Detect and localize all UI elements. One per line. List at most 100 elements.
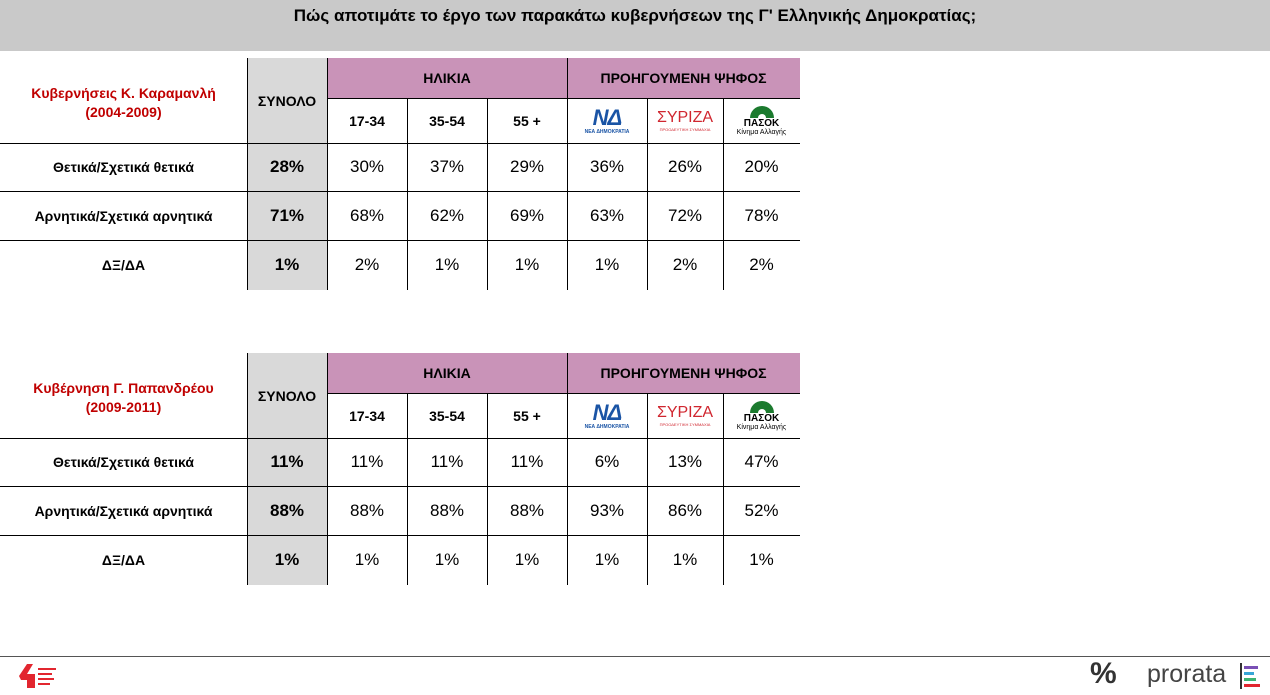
row-label: Θετικά/Σχετικά θετικά	[53, 159, 194, 175]
column-divider	[407, 98, 408, 290]
row-value: 2%	[672, 255, 698, 274]
row-divider	[0, 535, 800, 536]
footer-divider	[0, 656, 1270, 657]
row-value: 1%	[434, 255, 460, 274]
row-value: 37%	[429, 157, 465, 176]
column-divider	[487, 393, 488, 585]
pasok-sun-icon	[749, 401, 774, 413]
row-label: ΔΞ/ΔΑ	[101, 552, 146, 568]
row-value: 1%	[672, 550, 698, 569]
total-header: ΣΥΝΟΛΟ	[247, 58, 327, 143]
pasok-sun-icon	[749, 106, 774, 118]
row-value: 1%	[749, 550, 774, 569]
row-total: 1%	[247, 535, 327, 585]
row-value: 88%	[349, 500, 385, 520]
syriza-logo-mark: ΣΥΡΙΖΑ	[656, 109, 714, 126]
row-value: 6%	[594, 452, 620, 471]
nd-logo-subtitle: ΝΕΑ ΔΗΜΟΚΡΑΤΙΑ	[584, 423, 630, 430]
row-value: 29%	[509, 157, 545, 176]
row-value: 72%	[667, 205, 703, 225]
row-value: 88%	[429, 500, 465, 520]
row-value: 26%	[667, 157, 703, 176]
column-divider	[247, 58, 248, 290]
age-subheader: 17-34	[349, 112, 385, 129]
government-period: (2004-2009)	[85, 104, 162, 120]
row-total: 11%	[247, 438, 327, 486]
row-value: 13%	[667, 452, 703, 471]
age-group-header: ΗΛΙΚΙΑ	[327, 353, 567, 393]
nd-logo-icon: ΝΔ ΝΕΑ ΔΗΜΟΚΡΑΤΙΑ	[567, 393, 647, 438]
syriza-logo-icon: ΣΥΡΙΖΑ ΠΡΟΟΔΕΥΤΙΚΗ ΣΥΜΜΑΧΙΑ	[647, 98, 723, 143]
row-value: 1%	[594, 255, 620, 274]
column-divider	[327, 353, 328, 585]
column-divider	[407, 393, 408, 585]
row-value: 2%	[749, 255, 774, 274]
column-divider	[647, 393, 648, 585]
syriza-logo-subtitle: ΠΡΟΟΔΕΥΤΙΚΗ ΣΥΜΜΑΧΙΑ	[659, 422, 711, 427]
age-subheader: 55 +	[513, 407, 541, 424]
total-header: ΣΥΝΟΛΟ	[247, 353, 327, 438]
age-subheader: 55 +	[513, 112, 541, 129]
syriza-logo-icon: ΣΥΡΙΖΑ ΠΡΟΟΔΕΥΤΙΚΗ ΣΥΜΜΑΧΙΑ	[647, 393, 723, 438]
column-divider	[567, 353, 568, 585]
row-label: Αρνητικά/Σχετικά αρνητικά	[34, 502, 213, 519]
header-bottom-line	[0, 438, 800, 439]
age-group-header: ΗΛΙΚΙΑ	[327, 58, 567, 98]
row-value: 47%	[744, 452, 779, 471]
left-logo-icon	[17, 662, 67, 690]
government-period: (2009-2011)	[85, 399, 162, 415]
row-value: 20%	[744, 157, 779, 176]
row-divider	[0, 191, 800, 192]
row-divider	[0, 486, 800, 487]
row-total: 88%	[247, 486, 327, 535]
row-total: 1%	[247, 240, 327, 290]
row-value: 11%	[510, 452, 544, 471]
pasok-logo-mark: ΠΑΣΟΚ	[743, 413, 780, 424]
row-value: 36%	[589, 157, 625, 176]
row-value: 1%	[514, 255, 540, 274]
row-divider	[0, 240, 800, 241]
pasok-logo-icon: ΠΑΣΟΚ Κίνημα Αλλαγής	[723, 393, 800, 438]
row-value: 86%	[667, 500, 703, 520]
row-value: 1%	[594, 550, 620, 569]
column-divider	[723, 393, 724, 585]
pasok-logo-subtitle: Κίνημα Αλλαγής	[736, 129, 787, 136]
government-name: Κυβερνήσεις Κ. Καραμανλή	[31, 85, 216, 101]
percent-mark: %	[1090, 657, 1117, 690]
column-divider	[647, 98, 648, 290]
group-header-divider	[327, 98, 800, 99]
pasok-logo-icon: ΠΑΣΟΚ Κίνημα Αλλαγής	[723, 98, 800, 143]
title-bar: Πώς αποτιμάτε το έργο των παρακάτω κυβερ…	[0, 0, 1270, 51]
pasok-logo-subtitle: Κίνημα Αλλαγής	[736, 424, 787, 431]
pasok-logo-mark: ΠΑΣΟΚ	[743, 118, 780, 129]
row-value: 78%	[744, 205, 779, 225]
row-value: 62%	[429, 205, 465, 225]
nd-logo-icon: ΝΔ ΝΕΑ ΔΗΜΟΚΡΑΤΙΑ	[567, 98, 647, 143]
group-header-divider	[327, 393, 800, 394]
page-title: Πώς αποτιμάτε το έργο των παρακάτω κυβερ…	[293, 6, 977, 25]
row-label: ΔΞ/ΔΑ	[101, 257, 146, 273]
header-bottom-line	[0, 143, 800, 144]
column-divider	[327, 58, 328, 290]
row-value: 52%	[744, 500, 779, 520]
column-divider	[247, 353, 248, 585]
brand-name: prorata	[1147, 660, 1227, 688]
row-total: 28%	[247, 143, 327, 191]
survey-table: Κυβέρνηση Γ. Παπανδρέου (2009-2011) ΣΥΝΟΛΟ…	[0, 353, 1270, 593]
row-value: 68%	[349, 205, 385, 225]
prev-vote-group-header: ΠΡΟΗΓΟΥΜΕΝΗ ΨΗΦΟΣ	[567, 353, 800, 393]
row-value: 1%	[434, 550, 460, 569]
row-value: 1%	[354, 550, 380, 569]
nd-logo-subtitle: ΝΕΑ ΔΗΜΟΚΡΑΤΙΑ	[584, 128, 630, 135]
brand-bars-icon	[1240, 663, 1262, 689]
row-label: Αρνητικά/Σχετικά αρνητικά	[34, 207, 213, 224]
nd-logo-mark: ΝΔ	[592, 399, 623, 425]
age-subheader: 35-54	[429, 112, 465, 129]
row-value: 88%	[509, 500, 545, 520]
row-value: 11%	[430, 452, 464, 471]
prev-vote-group-header: ΠΡΟΗΓΟΥΜΕΝΗ ΨΗΦΟΣ	[567, 58, 800, 98]
row-value: 93%	[589, 500, 625, 520]
syriza-logo-subtitle: ΠΡΟΟΔΕΥΤΙΚΗ ΣΥΜΜΑΧΙΑ	[659, 127, 711, 132]
government-title: Κυβερνήσεις Κ. Καραμανλή (2004-2009)	[0, 73, 247, 133]
syriza-logo-mark: ΣΥΡΙΖΑ	[656, 404, 714, 421]
